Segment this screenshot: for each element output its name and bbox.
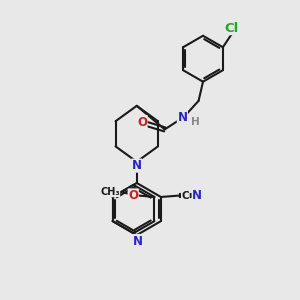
Text: O: O [128, 189, 138, 202]
Text: N: N [132, 159, 142, 172]
Text: CH₃: CH₃ [100, 187, 120, 197]
Text: O: O [137, 116, 147, 128]
Text: C: C [182, 190, 189, 200]
Text: N: N [133, 235, 143, 248]
Text: N: N [177, 110, 188, 124]
Text: N: N [192, 189, 202, 202]
Text: Cl: Cl [225, 22, 239, 34]
Text: H: H [191, 117, 200, 127]
